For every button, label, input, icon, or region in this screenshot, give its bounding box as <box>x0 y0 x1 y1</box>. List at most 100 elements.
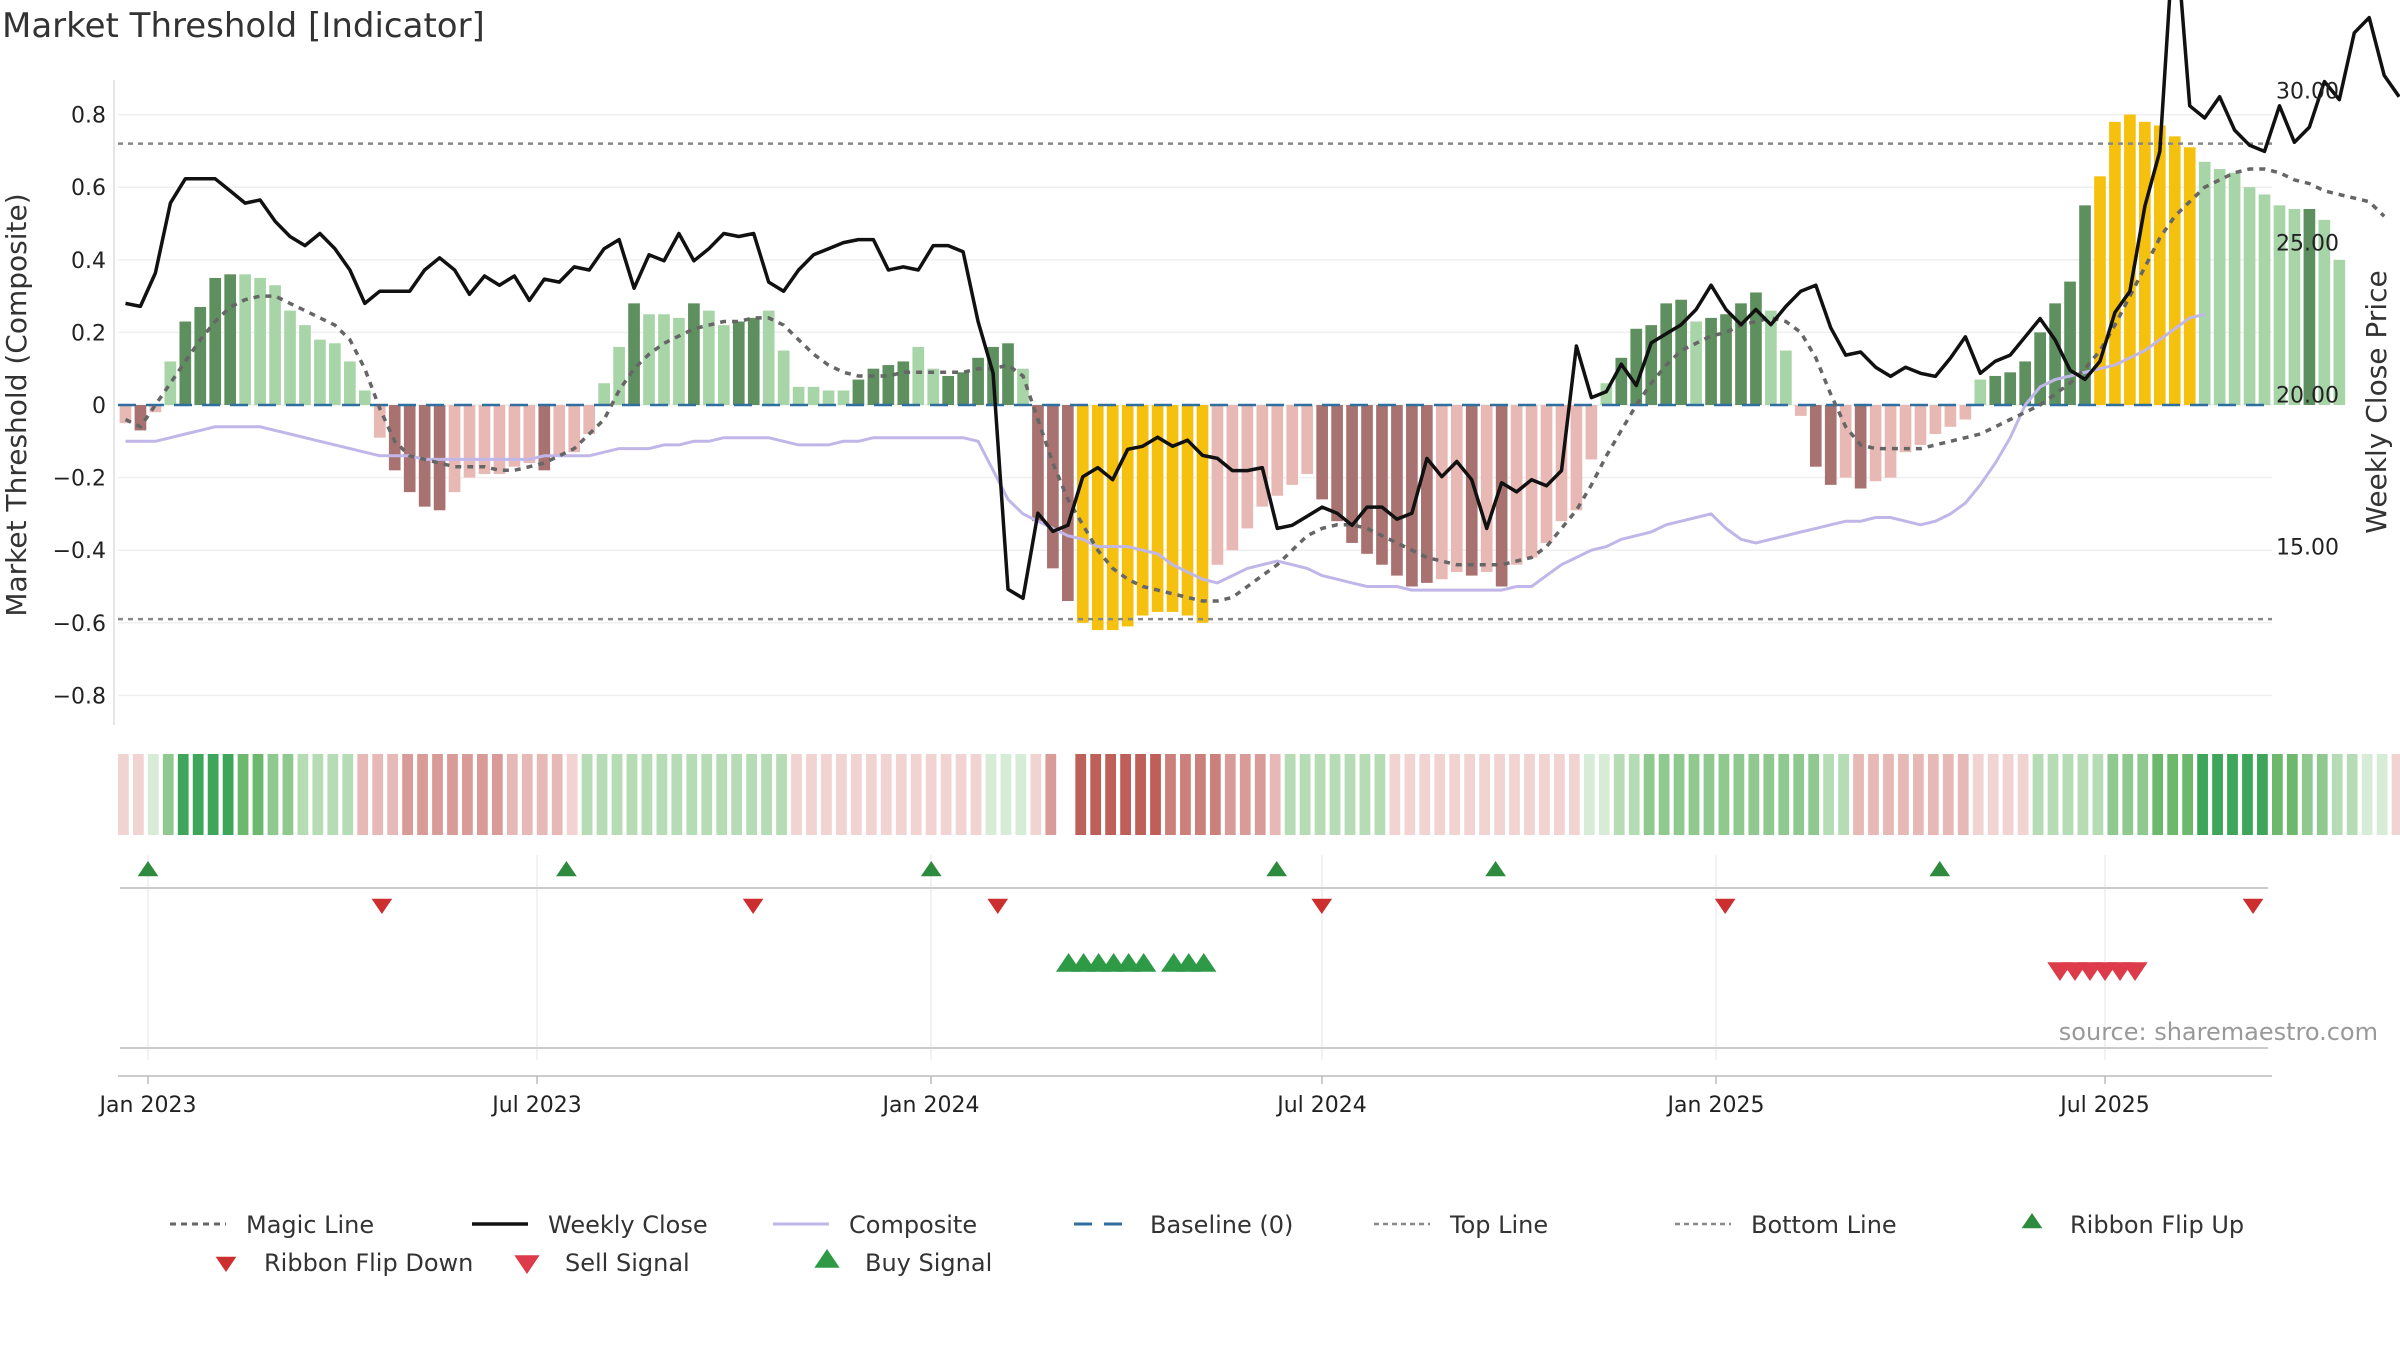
ribbon-cell <box>2272 754 2283 835</box>
composite-bar <box>2213 169 2226 405</box>
ribbon-cell <box>1120 754 1131 835</box>
ribbon-cell <box>1045 754 1057 835</box>
composite-bar <box>224 274 237 405</box>
ribbon-cell <box>761 754 772 835</box>
ribbon-cell <box>1913 754 1924 835</box>
ribbon-cell <box>2062 754 2074 835</box>
composite-bar <box>1600 383 1613 405</box>
composite-bar <box>613 346 625 405</box>
composite-bar <box>1106 405 1119 631</box>
left-axis-label: Market Threshold (Composite) <box>0 193 33 616</box>
ribbon-cell <box>2032 754 2044 835</box>
ribbon-cell <box>387 754 399 835</box>
ribbon-cell <box>581 754 593 835</box>
right-tick-label: 20.00 <box>2276 384 2339 409</box>
composite-bar <box>1421 405 1433 583</box>
composite-bar <box>1765 310 1777 405</box>
series-lines <box>124 0 2400 603</box>
ribbon-cell <box>2002 754 2014 835</box>
ribbon-cell <box>357 754 369 835</box>
legend-ribbon-flip-up-swatch <box>2021 1213 2043 1229</box>
ribbon-cell <box>1718 754 1730 835</box>
composite-bar <box>2333 259 2346 405</box>
ribbon-cell <box>1030 754 1042 835</box>
composite-bar <box>1585 405 1598 460</box>
composite-bar <box>134 405 147 431</box>
ribbon-cell <box>1314 754 1326 835</box>
ribbon-cell <box>836 754 847 835</box>
ribbon-flip-up-marker <box>137 861 159 877</box>
ribbon-cell <box>2122 754 2134 835</box>
composite-bar <box>164 361 177 405</box>
ribbon-cell <box>1479 754 1490 835</box>
ribbon-flip-down-marker <box>742 898 764 914</box>
composite-bar <box>239 274 251 405</box>
sell-signal-marker <box>2122 962 2148 981</box>
ribbon-flip-down-marker <box>2242 898 2264 914</box>
composite-bar <box>284 310 296 405</box>
ribbon-cell <box>1868 754 1879 835</box>
ribbon-cell <box>641 754 653 835</box>
ribbon-cell <box>402 754 413 835</box>
ribbon-cell <box>1838 754 1849 835</box>
ribbon-cell <box>731 754 743 835</box>
ribbon-cell <box>850 754 862 835</box>
composite-bar <box>2034 332 2046 405</box>
composite-bar <box>2094 176 2106 405</box>
ribbon-cell <box>1165 754 1176 835</box>
ribbon-cell <box>1598 754 1610 835</box>
composite-bar <box>1645 325 1658 405</box>
right-tick-label: 30.00 <box>2276 80 2339 105</box>
ribbon-cell <box>865 754 877 835</box>
composite-bar <box>1331 405 1343 522</box>
composite-bar <box>867 368 880 405</box>
composite-bar <box>1271 405 1284 496</box>
ribbon-cell <box>940 754 952 835</box>
legend-label: Weekly Close <box>548 1211 708 1239</box>
composite-bar <box>777 350 790 405</box>
left-tick-label: −0.8 <box>53 684 106 709</box>
left-tick-label: 0.4 <box>71 249 106 274</box>
composite-bar <box>658 314 670 405</box>
composite-bar <box>792 386 805 405</box>
composite-bar <box>194 306 207 405</box>
ribbon-cell <box>806 754 817 835</box>
ribbon-cell <box>910 754 922 835</box>
ribbon-cell <box>1554 754 1565 835</box>
ribbon-cell <box>1389 754 1401 835</box>
left-tick-label: −0.4 <box>53 539 106 564</box>
composite-bar <box>1824 405 1837 485</box>
left-tick-label: 0.8 <box>71 104 106 129</box>
ribbon-cell <box>2182 754 2194 835</box>
ribbon-cell <box>1658 754 1670 835</box>
composite-bar <box>1809 405 1822 467</box>
ribbon-cell <box>2137 754 2149 835</box>
left-tick-label: −0.6 <box>53 612 106 637</box>
ribbon-flip-up-marker <box>1485 861 1506 877</box>
ribbon-cell <box>2301 754 2313 835</box>
ribbon-cell <box>147 754 159 835</box>
ribbon-cell <box>1075 754 1087 835</box>
composite-bar <box>1211 405 1224 565</box>
composite-bar <box>1989 375 2002 405</box>
ribbon-cell <box>2391 754 2400 835</box>
ribbon-cell <box>1015 754 1027 835</box>
composite-bar <box>2168 136 2181 405</box>
ribbon-cell <box>536 754 548 835</box>
ribbon-cell <box>1509 754 1520 835</box>
composite-bar <box>1735 303 1747 405</box>
ribbon-cell <box>417 754 428 835</box>
ribbon-cell <box>1209 754 1221 835</box>
ribbon-cell <box>1494 754 1505 835</box>
composite-bar <box>1002 343 1014 405</box>
composite-bars <box>119 114 2346 631</box>
ribbon-cell <box>132 754 144 835</box>
ribbon-cell <box>701 754 713 835</box>
composite-bar <box>493 405 506 474</box>
ribbon-flip-down-marker <box>371 898 393 914</box>
ribbon-strip <box>118 754 2400 835</box>
buy-signal-marker <box>1191 953 1217 972</box>
composite-bar <box>1974 379 1987 405</box>
ribbon-cell <box>2107 754 2119 835</box>
left-tick-label: −0.2 <box>53 467 106 492</box>
